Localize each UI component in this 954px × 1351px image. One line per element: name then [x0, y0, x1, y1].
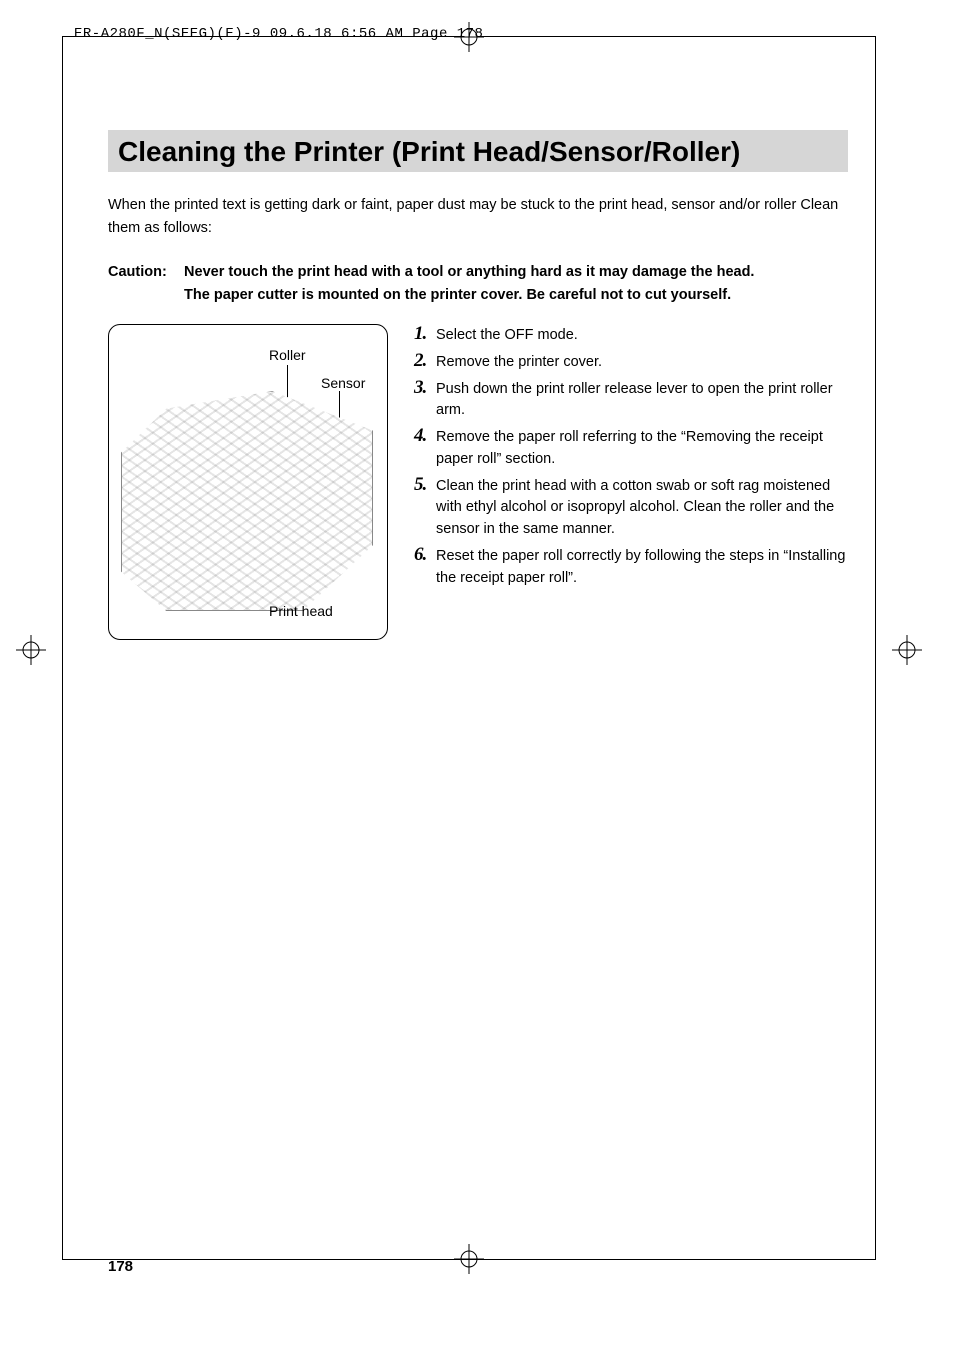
- registration-mark-right-icon: [892, 635, 922, 665]
- list-item: 3. Push down the print roller release le…: [414, 378, 848, 423]
- step-text: Clean the print head with a cotton swab …: [436, 475, 848, 541]
- registration-mark-top-icon: [454, 22, 484, 52]
- step-number: 2.: [414, 351, 436, 372]
- caution-lead: Caution:: [108, 261, 180, 283]
- figure-label-sensor: Sensor: [321, 375, 365, 391]
- step-text: Push down the print roller release lever…: [436, 378, 848, 423]
- body-row: Roller Sensor Print head 1. Select the O…: [108, 324, 848, 640]
- list-item: 1. Select the OFF mode.: [414, 324, 848, 347]
- step-number: 5.: [414, 475, 436, 496]
- intro-paragraph: When the printed text is getting dark or…: [108, 194, 848, 239]
- step-number: 1.: [414, 324, 436, 345]
- caution-body: Never touch the print head with a tool o…: [184, 261, 824, 306]
- list-item: 2. Remove the printer cover.: [414, 351, 848, 374]
- step-text: Remove the paper roll referring to the “…: [436, 426, 848, 471]
- steps-list: 1. Select the OFF mode. 2. Remove the pr…: [414, 324, 848, 593]
- registration-mark-bottom-icon: [454, 1244, 484, 1274]
- caution-line1: Never touch the print head with a tool o…: [184, 264, 754, 280]
- figure-box: Roller Sensor Print head: [108, 324, 388, 640]
- step-number: 3.: [414, 378, 436, 399]
- step-number: 4.: [414, 426, 436, 447]
- step-text: Reset the paper roll correctly by follow…: [436, 545, 848, 590]
- caution-block: Caution: Never touch the print head with…: [108, 261, 848, 306]
- registration-mark-left-icon: [16, 635, 46, 665]
- page-number: 178: [108, 1258, 133, 1275]
- figure-label-print-head: Print head: [269, 603, 333, 619]
- step-text: Select the OFF mode.: [436, 324, 848, 347]
- list-item: 5. Clean the print head with a cotton sw…: [414, 475, 848, 541]
- step-text: Remove the printer cover.: [436, 351, 848, 374]
- figure-label-roller: Roller: [269, 347, 306, 363]
- list-item: 4. Remove the paper roll referring to th…: [414, 426, 848, 471]
- list-item: 6. Reset the paper roll correctly by fol…: [414, 545, 848, 590]
- caution-line2: The paper cutter is mounted on the print…: [184, 287, 731, 303]
- printer-line-art-icon: [121, 391, 373, 611]
- step-number: 6.: [414, 545, 436, 566]
- page: ER-A280F_N(SEEG)(E)-9 09.6.18 6:56 AM Pa…: [0, 0, 954, 1351]
- content-area: Cleaning the Printer (Print Head/Sensor/…: [108, 130, 848, 640]
- section-title: Cleaning the Printer (Print Head/Sensor/…: [108, 130, 848, 172]
